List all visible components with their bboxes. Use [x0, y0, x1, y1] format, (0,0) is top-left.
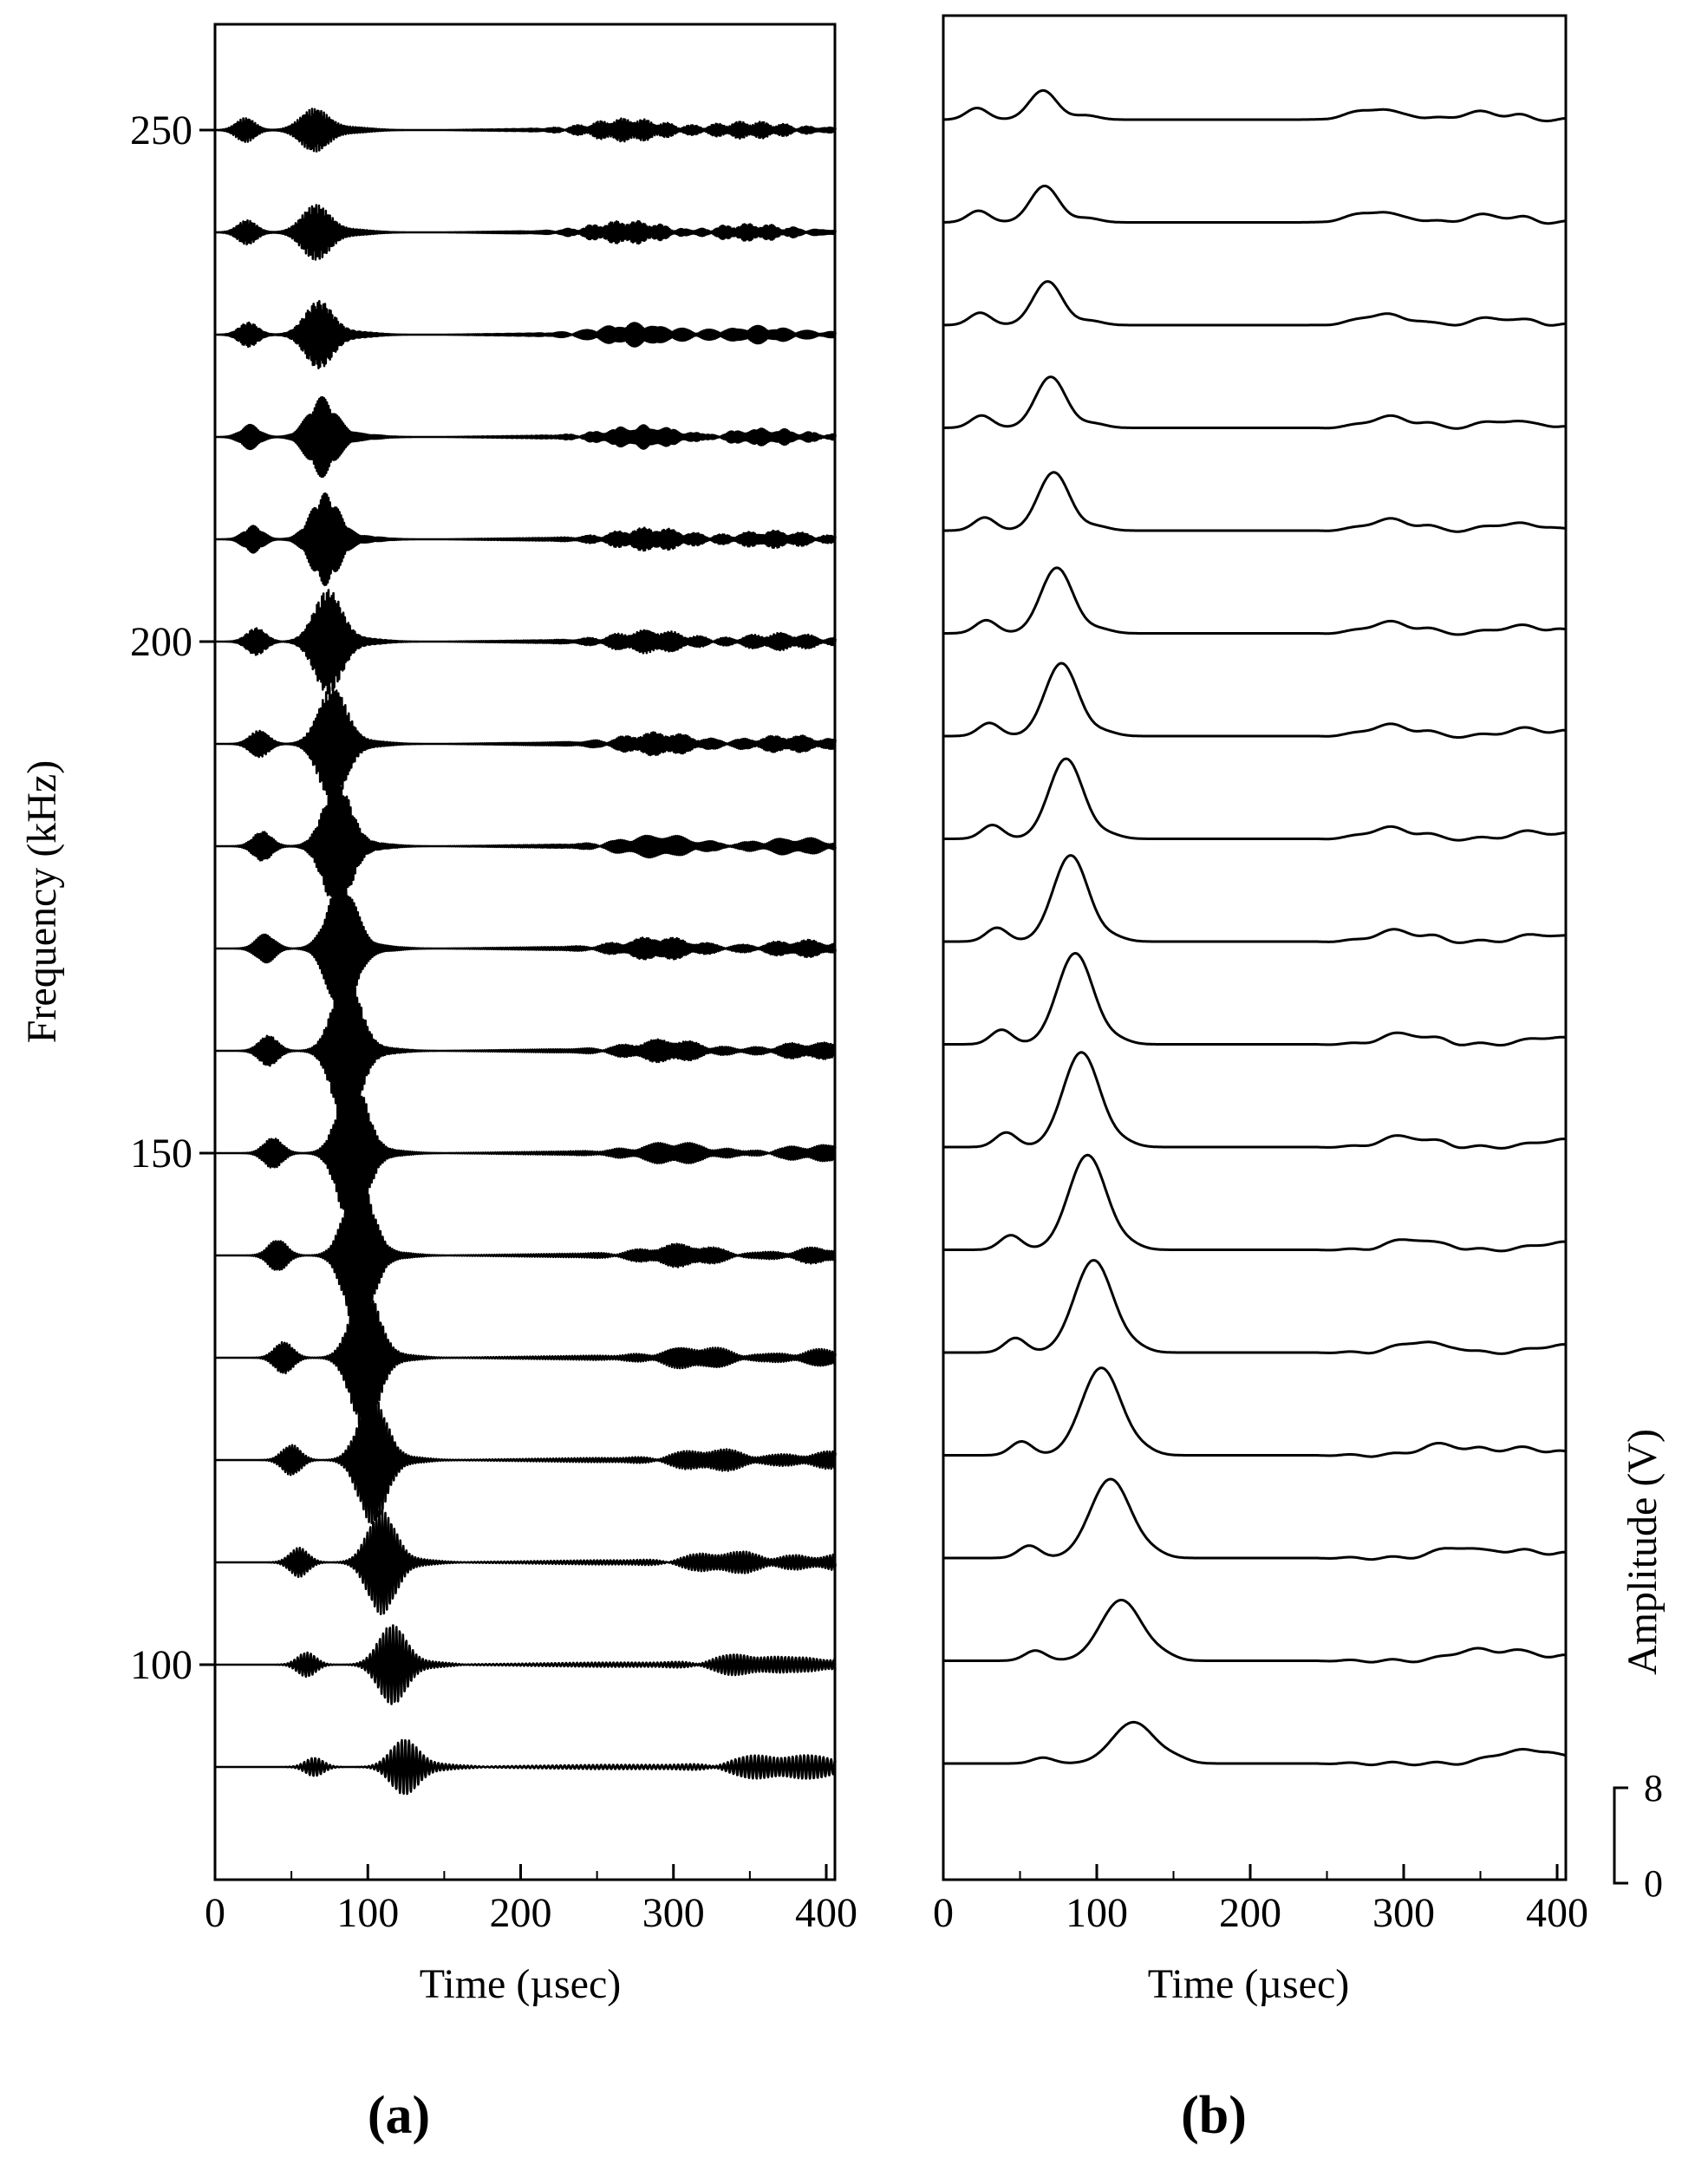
- panel-a-x-tick-label: 100: [336, 1890, 399, 1936]
- panel-b-trace-250khz: [942, 88, 1568, 123]
- panel-a-y-tick-label: 200: [130, 619, 192, 665]
- panel-b-trace-170khz: [942, 854, 1568, 944]
- panel-b-x-tick-label: 200: [1219, 1890, 1281, 1936]
- panel-a-trace-240khz: [214, 204, 837, 261]
- panel-b-x-tick-label: 0: [933, 1890, 954, 1936]
- panel-a-trace-100khz: [214, 1624, 837, 1705]
- panel-b-trace-90khz: [942, 1720, 1568, 1767]
- panel-a-y-tick-label: 100: [130, 1642, 192, 1688]
- amplitude-scale-bar: 8 0: [1613, 1767, 1663, 1905]
- panel-b-trace-240khz: [942, 185, 1568, 225]
- panel-b-frame: [942, 14, 1568, 1881]
- panel-a-trace-170khz: [214, 879, 837, 1018]
- panel-b-x-tick-label: 400: [1526, 1890, 1588, 1936]
- panel-a-x-tick-label: 0: [205, 1890, 225, 1936]
- panel-a-trace-group: [214, 108, 837, 1796]
- panel-b-trace-140khz: [942, 1153, 1568, 1253]
- panel-a-trace-230khz: [214, 300, 837, 369]
- panel-b-trace-150khz: [942, 1051, 1568, 1150]
- panel-a-trace-220khz: [214, 395, 837, 479]
- panel-b-trace-230khz: [942, 280, 1568, 327]
- panel-b-trace-190khz: [942, 662, 1568, 740]
- panel-b-envelopes: 0 100 200 300 400 Time (µsec) Amplitude (V) …: [933, 14, 1666, 2145]
- panel-b-trace-130khz: [942, 1259, 1568, 1355]
- panel-a-trace-210khz: [214, 492, 837, 587]
- panel-a-x-tick-label: 200: [490, 1890, 552, 1936]
- panel-a-waveforms: 0 100 200 300 400 100 150 200 250 Time (µsec) F…: [19, 23, 857, 2145]
- panel-b-trace-group: [942, 88, 1568, 1767]
- panel-a-trace-160khz: [214, 974, 837, 1128]
- panel-b-trace-220khz: [942, 375, 1568, 430]
- panel-b-x-tick-label: 300: [1372, 1890, 1435, 1936]
- panel-a-trace-150khz: [214, 1075, 837, 1231]
- panel-b-trace-160khz: [942, 952, 1568, 1046]
- panel-b-label: (b): [1181, 2086, 1247, 2145]
- panel-a-x-tick-label: 400: [795, 1890, 857, 1936]
- panel-b-trace-180khz: [942, 757, 1568, 842]
- amplitude-scale-bar-bracket: [1613, 1786, 1628, 1885]
- panel-b-trace-120khz: [942, 1366, 1568, 1458]
- panel-b-x-ticks: 0 100 200 300 400: [933, 1864, 1588, 1936]
- panel-a-y-axis-label: Frequency (kHz): [19, 760, 65, 1044]
- panel-b-trace-210khz: [942, 471, 1568, 533]
- panel-a-trace-190khz: [214, 686, 837, 802]
- panel-a-trace-120khz: [214, 1396, 837, 1524]
- panel-a-y-ticks: 100 150 200 250: [130, 108, 215, 1688]
- panel-a-trace-90khz: [214, 1738, 837, 1796]
- panel-a-trace-110khz: [214, 1509, 837, 1615]
- panel-a-trace-180khz: [214, 781, 837, 911]
- panel-a-y-tick-label: 250: [130, 108, 192, 153]
- panel-b-trace-110khz: [942, 1477, 1568, 1561]
- panel-b-x-tick-label: 100: [1066, 1890, 1128, 1936]
- panel-a-x-ticks: 0 100 200 300 400: [205, 1864, 857, 1936]
- panel-b-trace-100khz: [942, 1599, 1568, 1664]
- panel-b-x-axis-label: Time (µsec): [1148, 1961, 1350, 2007]
- panel-b-y-axis-label: Amplitude (V): [1620, 1429, 1666, 1675]
- panel-a-trace-250khz: [214, 108, 837, 153]
- panel-a-trace-140khz: [214, 1180, 837, 1331]
- panel-a-trace-130khz: [214, 1284, 837, 1431]
- panel-a-x-axis-label: Time (µsec): [420, 1961, 622, 2007]
- amplitude-scale-max-label: 8: [1644, 1767, 1663, 1809]
- panel-a-trace-200khz: [214, 589, 837, 694]
- panel-a-x-tick-label: 300: [642, 1890, 705, 1936]
- amplitude-scale-min-label: 0: [1644, 1862, 1663, 1905]
- panel-b-trace-200khz: [942, 566, 1568, 636]
- panel-a-label: (a): [368, 2086, 430, 2145]
- panel-a-y-tick-label: 150: [130, 1131, 192, 1177]
